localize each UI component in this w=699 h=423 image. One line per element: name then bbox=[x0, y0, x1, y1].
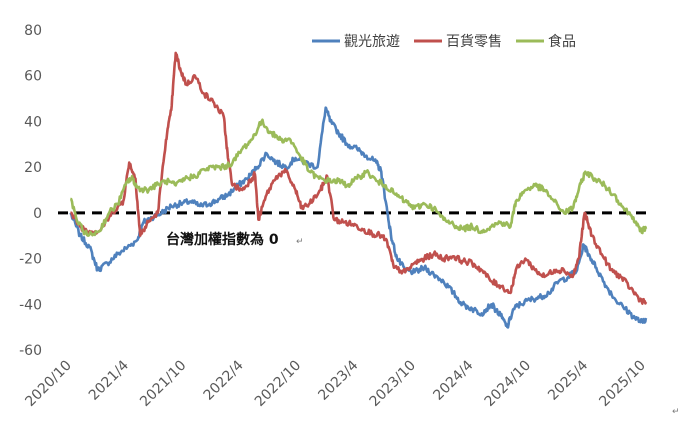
annotation-return-glyph: ↵ bbox=[296, 237, 304, 247]
series-line bbox=[69, 118, 648, 237]
series-layer bbox=[69, 51, 648, 329]
x-tick-label: 2025/4 bbox=[545, 357, 591, 403]
x-tick-label: 2023/4 bbox=[315, 357, 361, 403]
x-tick-label: 2021/10 bbox=[137, 358, 189, 410]
x-tick-label: 2020/10 bbox=[22, 358, 74, 410]
x-tick-label: 2022/4 bbox=[201, 357, 247, 403]
x-tick-label: 2024/10 bbox=[482, 358, 534, 410]
x-tick-label: 2022/10 bbox=[252, 358, 304, 410]
series-line bbox=[69, 106, 648, 329]
y-tick-label: 80 bbox=[24, 23, 42, 39]
legend: 觀光旅遊 百貨零售 食品 bbox=[312, 33, 576, 50]
y-tick-label: 0 bbox=[33, 206, 42, 222]
y-tick-label: -20 bbox=[19, 252, 42, 268]
index-zero-annotation: 台灣加權指數為 0 bbox=[166, 231, 279, 248]
x-axis-ticks: 2020/10 2021/4 2021/10 2022/4 2022/10 2023/4 2… bbox=[22, 357, 648, 410]
corner-return-glyph: ↵ bbox=[672, 407, 680, 417]
y-axis-ticks: 80 60 40 20 0 -20 -40 -60 bbox=[19, 23, 42, 359]
legend-label: 食品 bbox=[548, 33, 576, 50]
x-tick-label: 2025/10 bbox=[596, 358, 648, 410]
legend-label: 觀光旅遊 bbox=[344, 34, 400, 50]
y-tick-label: -40 bbox=[19, 297, 42, 313]
x-tick-label: 2023/10 bbox=[367, 358, 419, 410]
y-tick-label: 40 bbox=[24, 114, 42, 130]
series-line bbox=[70, 51, 648, 305]
x-tick-label: 2021/4 bbox=[86, 357, 132, 403]
y-tick-label: 60 bbox=[24, 69, 42, 85]
legend-label: 百貨零售 bbox=[446, 33, 502, 50]
y-tick-label: -60 bbox=[19, 343, 42, 359]
x-tick-label: 2024/4 bbox=[430, 357, 476, 403]
y-tick-label: 20 bbox=[24, 160, 42, 176]
